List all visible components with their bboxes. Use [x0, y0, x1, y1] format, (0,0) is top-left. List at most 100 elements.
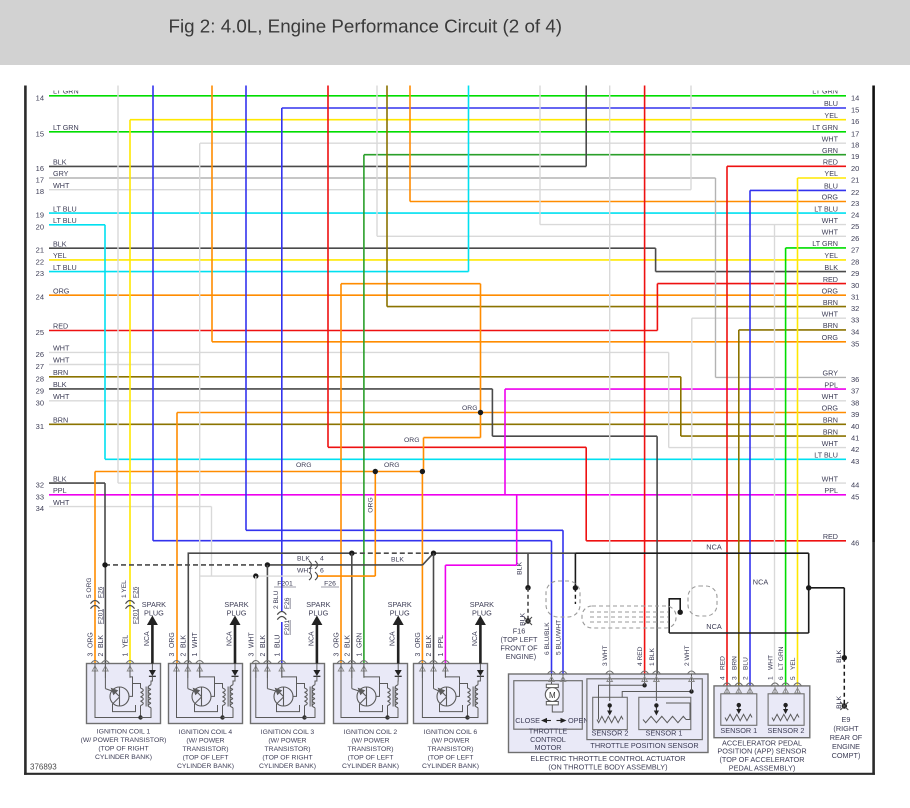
svg-text:BLK: BLK: [53, 239, 67, 248]
svg-text:E9: E9: [842, 715, 851, 724]
svg-text:RED: RED: [53, 322, 68, 331]
svg-text:MOTOR: MOTOR: [534, 743, 561, 752]
svg-text:23: 23: [36, 269, 44, 278]
svg-text:Fig 2: 4.0L, Engine Performanc: Fig 2: 4.0L, Engine Performance Circuit …: [169, 16, 563, 37]
svg-text:26: 26: [851, 234, 859, 243]
svg-text:ENGINE: ENGINE: [832, 742, 860, 751]
svg-text:3: 3: [169, 653, 176, 657]
svg-text:WHT: WHT: [822, 309, 839, 318]
svg-text:37: 37: [851, 387, 859, 396]
svg-text:4 RED: 4 RED: [637, 646, 644, 666]
svg-text:1: 1: [356, 653, 363, 657]
svg-text:THROTTLE POSITION SENSOR: THROTTLE POSITION SENSOR: [590, 741, 698, 750]
svg-text:LT GRN: LT GRN: [53, 123, 79, 132]
svg-text:IGNITION COIL 6: IGNITION COIL 6: [424, 729, 478, 736]
svg-text:BLU: BLU: [274, 635, 281, 648]
svg-text:F201: F201: [277, 581, 293, 588]
svg-text:BRN: BRN: [823, 427, 838, 436]
svg-text:LT BLU: LT BLU: [53, 263, 77, 272]
svg-text:WHT: WHT: [768, 655, 775, 670]
svg-text:CLOSE: CLOSE: [515, 716, 540, 725]
svg-text:THROTTLE: THROTTLE: [529, 727, 568, 736]
svg-text:BRN: BRN: [823, 321, 838, 330]
svg-text:2 WHT: 2 WHT: [684, 645, 691, 666]
svg-text:PLUG: PLUG: [390, 609, 410, 618]
svg-text:M: M: [549, 691, 556, 700]
svg-text:2: 2: [743, 676, 750, 680]
svg-text:3: 3: [248, 653, 255, 657]
svg-text:SPARK: SPARK: [224, 600, 248, 609]
svg-text:(W/ POWER TRANSISTOR): (W/ POWER TRANSISTOR): [81, 737, 167, 744]
svg-text:WHT: WHT: [822, 228, 839, 237]
svg-text:16: 16: [851, 117, 859, 126]
svg-text:TRANSISTOR): TRANSISTOR): [265, 746, 311, 753]
svg-text:POSITION (APP) SENSOR: POSITION (APP) SENSOR: [717, 747, 806, 756]
svg-text:(W/ POWER: (W/ POWER: [268, 738, 306, 745]
svg-text:BLK: BLK: [53, 380, 67, 389]
svg-text:ORG: ORG: [822, 193, 839, 202]
svg-text:1: 1: [438, 653, 445, 657]
svg-text:ELECTRIC THROTTLE CONTROL ACTU: ELECTRIC THROTTLE CONTROL ACTUATOR: [530, 754, 685, 763]
svg-text:2: 2: [260, 653, 267, 657]
svg-text:3: 3: [415, 653, 422, 657]
svg-text:40: 40: [851, 422, 859, 431]
svg-text:PLUG: PLUG: [472, 609, 492, 618]
svg-text:4: 4: [320, 556, 324, 563]
svg-text:F26: F26: [284, 597, 291, 609]
svg-text:RED: RED: [823, 275, 838, 284]
svg-text:BLK: BLK: [297, 556, 310, 563]
svg-text:3 WHT: 3 WHT: [602, 645, 609, 666]
svg-text:F201: F201: [97, 609, 104, 624]
svg-text:WHT: WHT: [53, 356, 70, 365]
svg-text:PEDAL ASSEMBLY): PEDAL ASSEMBLY): [729, 763, 796, 772]
svg-text:ENGINE): ENGINE): [506, 652, 536, 661]
svg-text:FRONT OF: FRONT OF: [500, 643, 538, 652]
svg-text:WHT: WHT: [248, 632, 255, 648]
svg-text:NCA: NCA: [753, 578, 769, 587]
svg-text:ACCELERATOR PEDAL: ACCELERATOR PEDAL: [722, 738, 802, 747]
svg-text:3: 3: [88, 653, 95, 657]
svg-text:COMPT): COMPT): [832, 751, 861, 760]
svg-text:RED: RED: [823, 532, 838, 541]
svg-text:30: 30: [851, 281, 859, 290]
svg-text:ORG: ORG: [169, 632, 176, 648]
svg-text:34: 34: [851, 327, 859, 336]
svg-text:BLK: BLK: [260, 635, 267, 648]
svg-text:20: 20: [851, 164, 859, 173]
svg-text:6 BLU/BLK: 6 BLU/BLK: [544, 622, 551, 655]
svg-text:3: 3: [731, 676, 738, 680]
svg-text:SENSOR 1: SENSOR 1: [720, 726, 757, 735]
svg-text:1: 1: [192, 653, 199, 657]
svg-text:CYLINDER BANK): CYLINDER BANK): [259, 763, 316, 770]
svg-text:2: 2: [180, 653, 187, 657]
svg-text:35: 35: [851, 339, 859, 348]
svg-text:2: 2: [98, 653, 105, 657]
svg-text:F26: F26: [97, 586, 104, 598]
svg-text:WHT: WHT: [822, 474, 839, 483]
svg-text:ORG: ORG: [334, 632, 341, 648]
svg-text:22: 22: [36, 257, 44, 266]
svg-text:IGNITION COIL 3: IGNITION COIL 3: [261, 729, 315, 736]
svg-text:32: 32: [36, 481, 44, 490]
svg-text:NCA: NCA: [308, 631, 315, 646]
svg-text:30: 30: [36, 398, 44, 407]
svg-text:BLK: BLK: [98, 635, 105, 648]
svg-text:18: 18: [851, 141, 859, 150]
svg-text:BLK: BLK: [53, 158, 67, 167]
svg-text:SPARK: SPARK: [142, 600, 166, 609]
svg-text:SPARK: SPARK: [470, 600, 494, 609]
svg-text:2: 2: [344, 653, 351, 657]
svg-text:42: 42: [851, 445, 859, 454]
svg-text:IGNITION COIL 1: IGNITION COIL 1: [97, 729, 151, 736]
svg-text:BLU: BLU: [743, 657, 750, 670]
svg-text:PLUG: PLUG: [308, 609, 328, 618]
svg-text:1 YEL: 1 YEL: [121, 580, 128, 598]
svg-text:(TOP OF LEFT: (TOP OF LEFT: [428, 755, 474, 762]
svg-text:PPL: PPL: [824, 486, 838, 495]
svg-text:5 ORG: 5 ORG: [86, 577, 93, 598]
svg-text:2: 2: [426, 653, 433, 657]
svg-text:YEL: YEL: [53, 251, 67, 260]
svg-text:BRN: BRN: [823, 416, 838, 425]
svg-text:22: 22: [851, 188, 859, 197]
svg-text:SENSOR 2: SENSOR 2: [592, 728, 629, 737]
